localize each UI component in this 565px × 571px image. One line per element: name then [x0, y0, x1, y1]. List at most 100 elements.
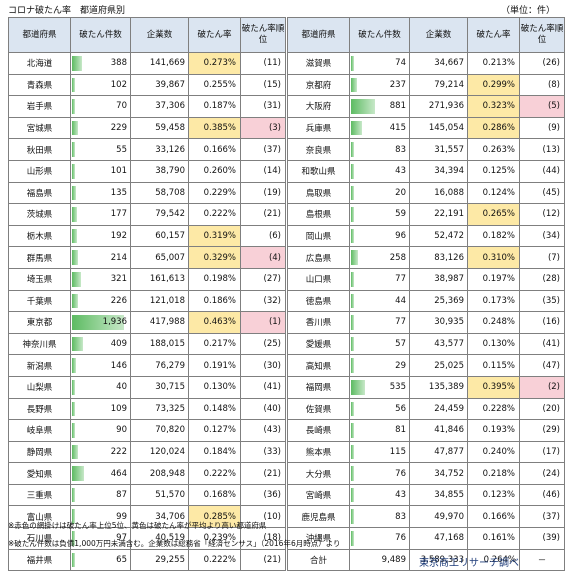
count-bar: [72, 142, 75, 157]
right-table: 都道府県 破たん件数 企業数 破たん率 破たん率順位 滋賀県 74 34,667 0.…: [287, 17, 565, 571]
rate-rank: (27): [240, 267, 286, 291]
pref-name: 千葉県: [8, 289, 71, 313]
pref-name: 宮崎県: [287, 483, 350, 507]
table-row: 三重県 87 51,570 0.168% (36): [8, 483, 286, 507]
rate-rank: (3): [240, 116, 286, 140]
rate-rank: (19): [240, 181, 286, 205]
count-value: 59: [395, 209, 406, 220]
bankruptcy-rate: 0.222%: [188, 548, 241, 571]
table-row: 新潟県 146 76,279 0.191% (30): [8, 354, 286, 377]
bankruptcy-rate: 0.273%: [188, 52, 241, 75]
count-bar: [351, 142, 354, 157]
pref-name: 兵庫県: [287, 116, 350, 140]
rate-rank: (5): [519, 95, 565, 118]
count-bar: [351, 56, 354, 71]
rate-rank: (37): [519, 505, 565, 529]
bankruptcy-rate: 0.191%: [188, 354, 241, 377]
table-row: 大分県 76 34,752 0.218% (24): [287, 462, 565, 485]
bankruptcy-rate: 0.310%: [467, 246, 520, 269]
count-value: 57: [395, 339, 406, 350]
table-row: 千葉県 226 121,018 0.186% (32): [8, 289, 286, 313]
bankruptcy-count: 83: [349, 138, 410, 161]
pref-name: 宮城県: [8, 116, 71, 140]
count-value: 87: [116, 490, 127, 501]
company-count: 51,570: [130, 483, 189, 507]
header-rank: 破たん率順位: [240, 17, 286, 53]
count-value: 258: [389, 252, 406, 263]
count-bar: [351, 336, 354, 352]
bankruptcy-count: 109: [70, 397, 131, 421]
header-rate: 破たん率: [467, 17, 520, 53]
table-row: 福岡県 535 135,389 0.395% (2): [287, 375, 565, 399]
bankruptcy-count: 77: [349, 267, 410, 291]
count-value: 81: [395, 425, 406, 436]
bankruptcy-count: 321: [70, 267, 131, 291]
count-value: 535: [389, 382, 406, 393]
bankruptcy-count: 226: [70, 289, 131, 313]
count-bar: [72, 487, 75, 503]
table-row: 茨城県 177 79,542 0.222% (21): [8, 203, 286, 226]
pref-name: 北海道: [8, 52, 71, 75]
rate-rank: (43): [240, 419, 286, 442]
table-row: 宮城県 229 59,458 0.385% (3): [8, 116, 286, 140]
rate-rank: (28): [519, 267, 565, 291]
count-value: 76: [395, 533, 406, 544]
table-row: 愛媛県 57 43,577 0.130% (41): [287, 332, 565, 356]
count-bar: [72, 293, 78, 309]
rate-rank: (11): [240, 52, 286, 75]
table-row: 奈良県 83 31,557 0.263% (13): [287, 138, 565, 161]
company-count: 52,472: [409, 224, 468, 248]
bankruptcy-rate: 0.213%: [467, 52, 520, 75]
count-value: 388: [110, 58, 127, 69]
count-bar: [351, 163, 354, 179]
table-title: コロナ破たん率 都道府県別: [8, 6, 126, 16]
table-row: 栃木県 192 60,157 0.319% (6): [8, 224, 286, 248]
bankruptcy-count: 87: [70, 483, 131, 507]
count-bar: [351, 185, 354, 201]
count-value: 77: [395, 317, 406, 328]
bankruptcy-rate: 0.127%: [188, 419, 241, 442]
table-row: 京都府 237 79,214 0.299% (8): [287, 73, 565, 97]
count-value: 321: [110, 274, 127, 285]
pref-name: 群馬県: [8, 246, 71, 269]
count-value: 44: [395, 295, 406, 306]
table-row: 神奈川県 409 188,015 0.217% (25): [8, 332, 286, 356]
table-row: 静岡県 222 120,024 0.184% (33): [8, 440, 286, 464]
count-value: 83: [395, 511, 406, 522]
bankruptcy-rate: 0.286%: [467, 116, 520, 140]
bankruptcy-rate: 0.463%: [188, 311, 241, 334]
rate-rank: (41): [519, 332, 565, 356]
pref-name: 奈良県: [287, 138, 350, 161]
bankruptcy-count: 146: [70, 354, 131, 377]
pref-name: 山梨県: [8, 375, 71, 399]
rate-rank: (34): [519, 224, 565, 248]
pref-name: 長野県: [8, 397, 71, 421]
count-value: 115: [389, 446, 406, 457]
table-row: 鹿児島県 83 49,970 0.166% (37): [287, 505, 565, 529]
bankruptcy-rate: 0.240%: [467, 440, 520, 464]
bankruptcy-count: 415: [349, 116, 410, 140]
bankruptcy-rate: 0.125%: [467, 159, 520, 183]
header-companies: 企業数: [409, 17, 468, 53]
count-value: 40: [116, 382, 127, 393]
count-value: 43: [395, 490, 406, 501]
table-row: 愛知県 464 208,948 0.222% (21): [8, 462, 286, 485]
bankruptcy-count: 881: [349, 95, 410, 118]
count-value: 229: [110, 123, 127, 134]
table-row: 長野県 109 73,325 0.148% (40): [8, 397, 286, 421]
company-count: 145,054: [409, 116, 468, 140]
bankruptcy-count: 177: [70, 203, 131, 226]
rate-rank: (26): [519, 52, 565, 75]
rate-rank: (6): [240, 224, 286, 248]
company-count: 41,846: [409, 419, 468, 442]
bankruptcy-count: 43: [349, 159, 410, 183]
bankruptcy-rate: 0.385%: [188, 116, 241, 140]
bankruptcy-rate: 0.173%: [467, 289, 520, 313]
count-bar: [351, 315, 354, 330]
table-row: 徳島県 44 25,369 0.173% (35): [287, 289, 565, 313]
rate-rank: (24): [519, 462, 565, 485]
count-bar: [351, 250, 358, 265]
bankruptcy-count: 464: [70, 462, 131, 485]
count-value: 222: [110, 446, 127, 457]
pref-name: 大阪府: [287, 95, 350, 118]
